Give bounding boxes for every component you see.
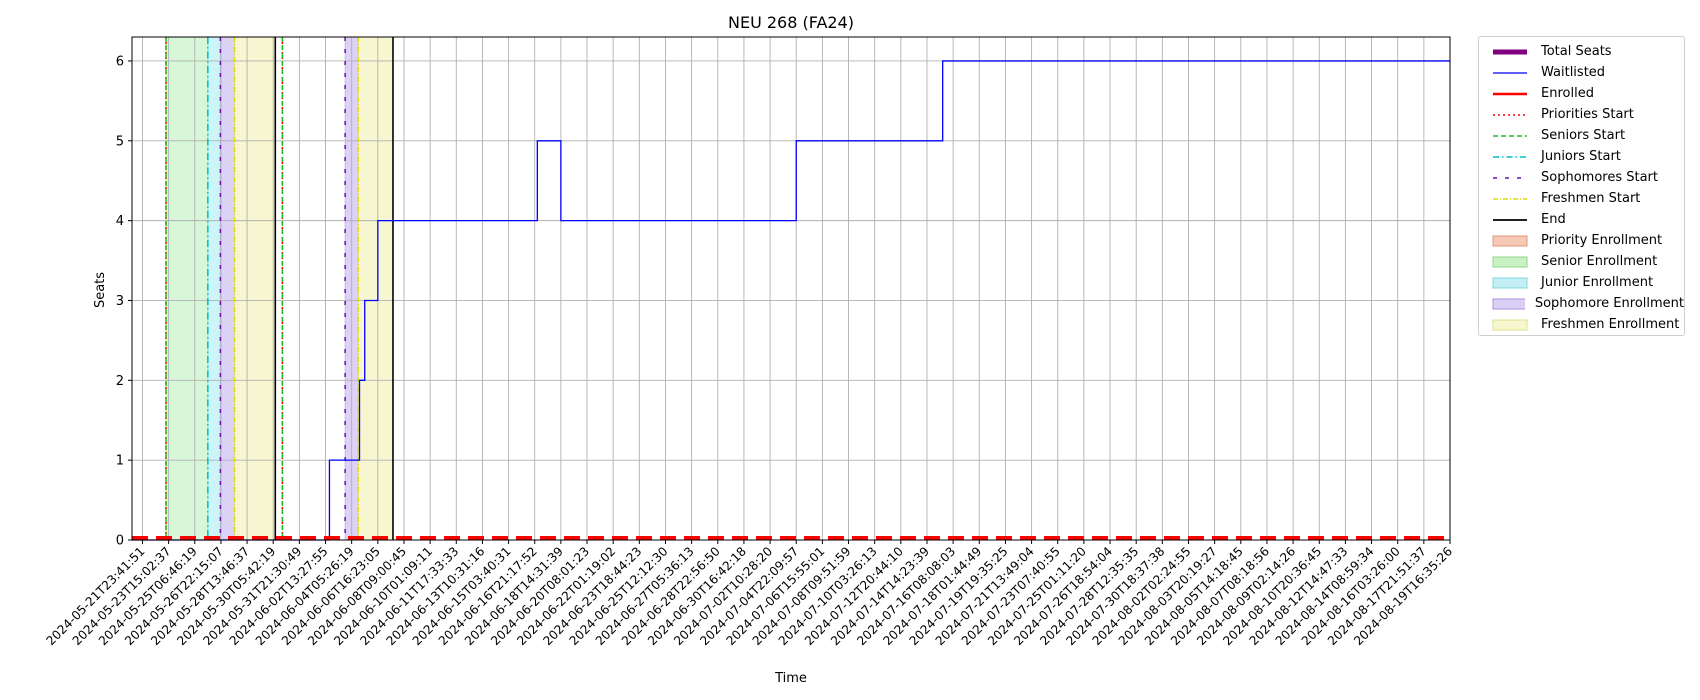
y-tick-label: 0 [116,534,124,549]
legend-item: Seniors Start [1479,125,1684,146]
y-tick-label: 2 [116,374,124,389]
legend-swatch [1493,49,1527,54]
legend-label: Freshmen Enrollment [1541,317,1680,332]
y-tick-label: 5 [116,134,124,149]
shaded-region-5 [357,36,394,541]
legend-item: Total Seats [1479,41,1684,62]
legend-swatch [1493,113,1527,116]
legend-item: Juniors Start [1479,146,1684,167]
legend-item: Freshmen Start [1479,188,1684,209]
legend-swatch [1492,277,1528,288]
legend-swatch [1492,256,1528,267]
x-axis-label: Time [774,671,807,686]
legend-label: Seniors Start [1541,128,1626,143]
legend-patch [1492,256,1528,267]
legend-item: Waitlisted [1479,62,1684,83]
legend-swatch [1493,176,1527,179]
y-axis-label: Seats [93,272,108,308]
legend-label: Senior Enrollment [1541,254,1658,269]
legend-label: Junior Enrollment [1541,275,1654,290]
legend-swatch [1493,197,1527,200]
legend-item: Junior Enrollment [1479,272,1684,293]
legend-patch [1492,235,1528,246]
chart-title: NEU 268 (FA24) [728,13,854,32]
legend-swatch [1493,134,1527,137]
legend-swatch [1492,235,1528,246]
legend-label: Waitlisted [1541,65,1606,80]
legend-item: Enrolled [1479,83,1684,104]
legend-swatch [1493,92,1527,95]
chart-legend: Total Seats Waitlisted Enrolled Priorities … [1478,36,1685,336]
shaded-region-0 [165,36,209,541]
legend-label: Priorities Start [1541,107,1634,122]
shaded-region-1 [207,36,221,541]
y-tick-label: 3 [116,294,124,309]
shaded-region-3 [234,36,276,541]
legend-label: Sophomores Start [1541,170,1658,185]
y-tick-label: 4 [116,214,124,229]
legend-patch [1492,298,1525,309]
legend-label: Enrolled [1541,86,1594,101]
legend-item: Priorities Start [1479,104,1684,125]
legend-swatch [1492,298,1525,309]
legend-item: Sophomores Start [1479,167,1684,188]
legend-swatch [1493,71,1527,74]
legend-label: Sophomore Enrollment [1534,296,1684,311]
plot-frame [131,36,1451,541]
legend-label: Freshmen Start [1541,191,1641,206]
legend-item: Senior Enrollment [1479,251,1684,272]
y-tick-label: 1 [116,454,124,469]
legend-label: Juniors Start [1541,149,1621,164]
legend-item: Sophomore Enrollment [1479,293,1684,314]
legend-label: Total Seats [1541,44,1612,59]
legend-swatch [1493,218,1527,221]
legend-item: End [1479,209,1684,230]
y-tick-label: 6 [116,54,124,69]
legend-patch [1492,277,1528,288]
shaded-region-2 [219,36,236,541]
legend-swatch [1492,319,1528,330]
legend-item: Priority Enrollment [1479,230,1684,251]
legend-label: Priority Enrollment [1541,233,1663,248]
legend-patch [1492,319,1528,330]
legend-swatch [1493,155,1527,158]
legend-item: Freshmen Enrollment [1479,314,1684,335]
series-waitlisted [132,60,1450,541]
legend-label: End [1541,212,1566,227]
